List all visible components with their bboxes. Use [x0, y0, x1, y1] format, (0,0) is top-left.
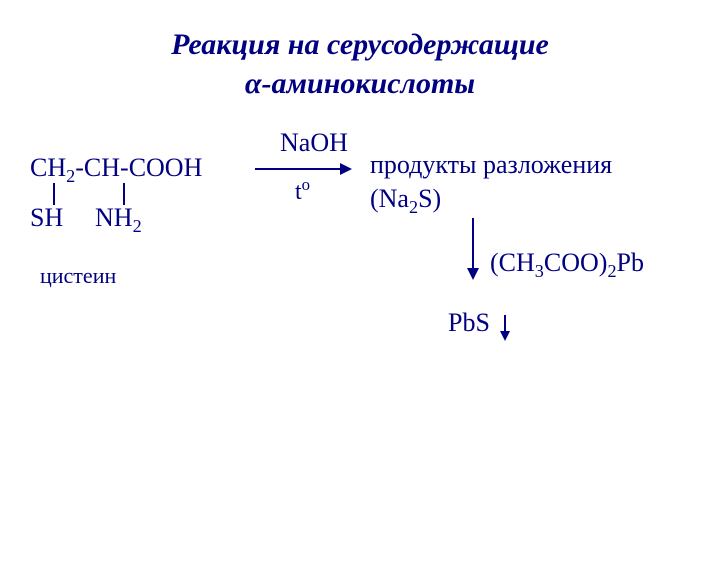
title-line-1: Реакция на серусодержащие [0, 25, 720, 64]
reagent-lead-acetate: (CH3COO)2Pb [490, 248, 644, 282]
reaction-arrow-1 [255, 168, 350, 170]
reaction-arrow-2 [472, 218, 474, 278]
arrow-top-reagent: NaOH [280, 128, 348, 158]
arrow2-line [472, 218, 474, 278]
products-text: продукты разложения (Na2S) [370, 148, 612, 220]
bond-line-1 [53, 183, 55, 205]
nh2-group: NH2 [95, 203, 142, 237]
title-line-2: α-аминокислоты [0, 64, 720, 103]
reactant-backbone: CH2-CH-COOH [30, 153, 202, 187]
reactant-label: цистеин [40, 263, 116, 289]
final-product: PbS [448, 308, 490, 338]
precip-line [504, 315, 506, 339]
products-line1: продукты разложения [370, 148, 612, 182]
products-na2s: (Na2S) [370, 182, 612, 220]
precipitate-arrow [504, 315, 506, 339]
arrow-line [255, 168, 350, 170]
reactant-structure: CH2-CH-COOH SH NH2 [30, 153, 202, 187]
bond-line-2 [123, 183, 125, 205]
precip-head [500, 331, 510, 341]
diagram-title: Реакция на серусодержащие α-аминокислоты [0, 25, 720, 103]
sh-group: SH [30, 203, 63, 233]
arrow-head [340, 163, 352, 175]
arrow2-head [467, 268, 479, 280]
arrow-bottom-condition: to [295, 175, 310, 206]
